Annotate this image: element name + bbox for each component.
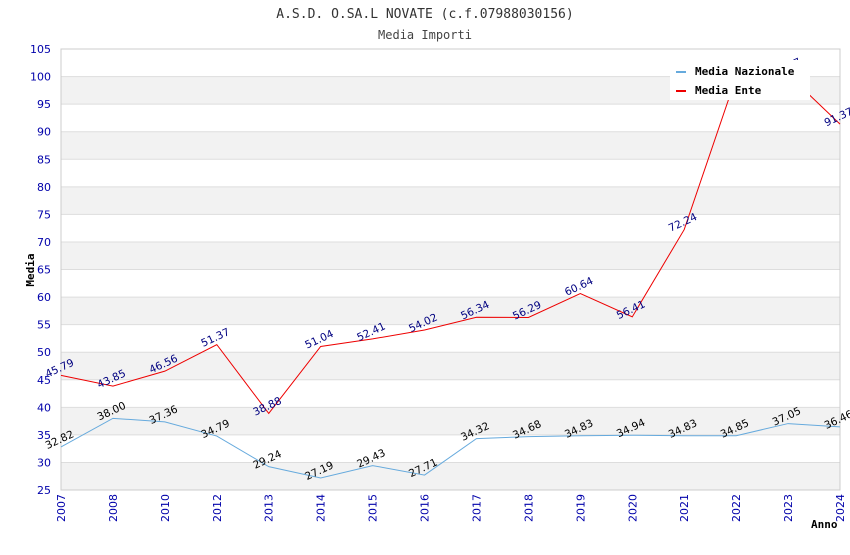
series-line-media-nazionale	[60, 417, 841, 479]
legend-box	[670, 60, 810, 100]
y-tick-label: 75	[37, 208, 51, 221]
chart-subtitle: Media Importi	[378, 28, 472, 42]
x-tick-label: 2018	[522, 494, 535, 522]
y-tick-label: 85	[37, 153, 51, 166]
grid-band	[61, 434, 840, 463]
grid-band	[61, 214, 840, 242]
y-axis-label: Media	[24, 253, 37, 286]
grid-band	[61, 352, 840, 380]
grid-band	[61, 462, 840, 490]
y-tick-label: 40	[37, 401, 51, 414]
chart-title: A.S.D. O.SA.L NOVATE (c.f.07988030156)	[276, 7, 573, 22]
y-tick-label: 55	[37, 319, 51, 332]
grid-band	[61, 104, 840, 132]
x-tick-label: 2017	[470, 494, 483, 522]
y-tick-label: 30	[37, 456, 51, 469]
grid-band	[61, 324, 840, 353]
grid-band	[61, 379, 840, 408]
x-axis-ticks: 2007 2008 2010 2012 2013 2014 2015 2016 2017 2018…	[55, 494, 847, 522]
x-tick-label: 2014	[315, 494, 328, 522]
y-tick-label: 70	[37, 236, 51, 249]
x-tick-label: 2024	[834, 494, 847, 522]
x-tick-label: 2021	[678, 494, 691, 522]
y-axis-ticks: 25 30 35 40 45 50 55 60 65 70 75 80 85 90 95 100 105	[30, 43, 51, 497]
grid-band	[61, 407, 840, 435]
x-tick-label: 2012	[211, 494, 224, 522]
y-tick-label: 100	[30, 71, 51, 84]
x-tick-label: 2023	[782, 494, 795, 522]
y-tick-label: 65	[37, 264, 51, 277]
x-tick-label: 2020	[626, 494, 639, 522]
grid-band	[61, 241, 840, 270]
y-tick-label: 80	[37, 181, 51, 194]
grid-band	[61, 131, 840, 160]
grid-band	[61, 159, 840, 187]
x-tick-label: 2015	[367, 494, 380, 522]
y-tick-label: 35	[37, 429, 51, 442]
series-line-media-ente	[60, 74, 841, 415]
x-axis-label: Anno	[811, 518, 838, 531]
x-tick-label: 2013	[263, 494, 276, 522]
grid-band	[61, 297, 840, 325]
plot-frame	[60, 48, 841, 491]
grid-band	[61, 186, 840, 215]
y-tick-label: 60	[37, 291, 51, 304]
series-lines	[60, 74, 841, 479]
y-tick-label: 45	[37, 374, 51, 387]
x-tick-label: 2010	[159, 494, 172, 522]
x-tick-label: 2019	[574, 494, 587, 522]
legend-label-media-nazionale: Media Nazionale	[695, 65, 795, 78]
x-tick-label: 2008	[107, 494, 120, 522]
grid-band	[61, 269, 840, 298]
y-tick-label: 25	[37, 484, 51, 497]
legend: Media Nazionale Media Ente	[670, 60, 810, 100]
x-tick-label: 2007	[55, 494, 68, 522]
x-tick-label: 2016	[419, 494, 432, 522]
legend-label-media-ente: Media Ente	[695, 84, 762, 97]
x-tick-label: 2022	[730, 494, 743, 522]
y-tick-label: 50	[37, 346, 51, 359]
y-tick-label: 95	[37, 98, 51, 111]
y-tick-label: 105	[30, 43, 51, 56]
y-tick-label: 90	[37, 126, 51, 139]
